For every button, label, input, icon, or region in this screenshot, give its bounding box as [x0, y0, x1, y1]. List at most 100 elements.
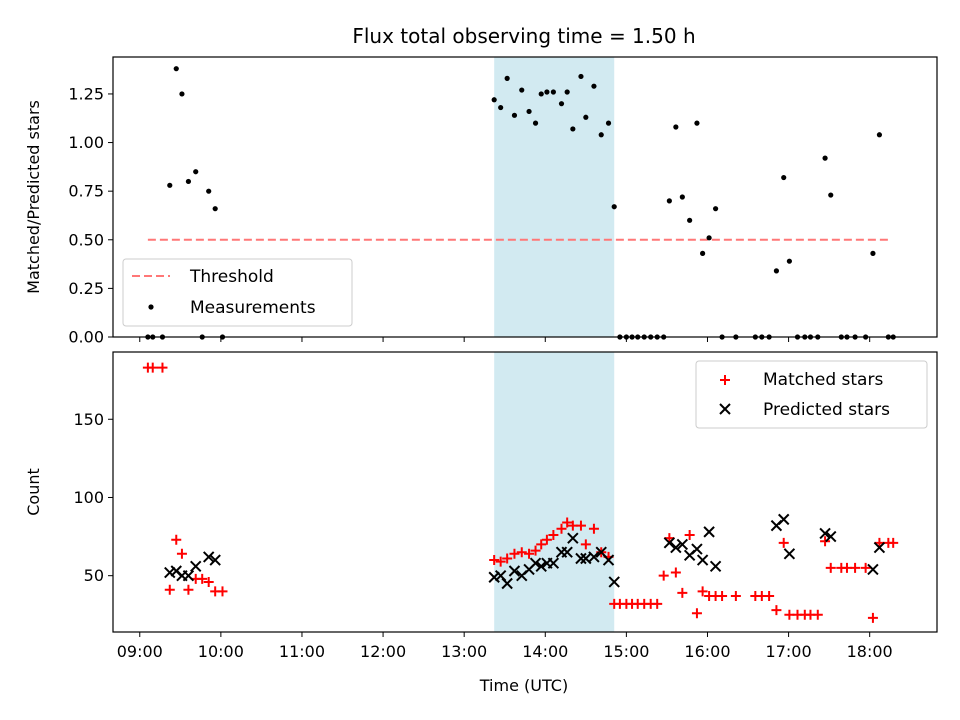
data-point [771, 605, 782, 616]
data-point [652, 598, 663, 609]
data-point [147, 362, 158, 373]
x-tick-label: 09:00 [117, 642, 163, 661]
data-point [611, 204, 617, 210]
plot-area: 0.00 0.25 0.50 0.75 1.00 1.25 Matched/Predicte… [24, 56, 938, 661]
data-point [778, 513, 790, 526]
data-point [575, 520, 586, 531]
data-point [773, 268, 780, 274]
y-axis-label: Matched/Predicted stars [24, 100, 43, 294]
data-point [781, 174, 787, 181]
data-point [828, 192, 834, 198]
data-point [663, 537, 676, 549]
panel-2: 50 100 150 09:00 10:00 11:00 12:00 13:00 14:00 15… [24, 351, 938, 661]
x-tick-label: 17:00 [766, 642, 812, 661]
data-point [860, 562, 871, 573]
series-measurements [145, 66, 896, 340]
data-point [157, 362, 168, 373]
legend: Threshold Measurements [122, 258, 353, 327]
legend-label: Predicted stars [763, 400, 890, 420]
data-point [526, 108, 532, 115]
x-tick-label: 13:00 [441, 642, 487, 661]
y-tick-label: 150 [73, 410, 104, 429]
data-point [676, 538, 689, 551]
data-point [588, 523, 599, 534]
data-point [193, 169, 199, 175]
data-point [183, 584, 194, 595]
data-point [567, 532, 579, 544]
data-point [491, 97, 497, 103]
y-tick-label: 0.25 [68, 279, 104, 298]
data-point [666, 198, 672, 204]
data-point [876, 132, 883, 138]
data-point [544, 89, 550, 95]
data-point [501, 577, 513, 590]
data-point [608, 576, 620, 588]
data-point [684, 530, 695, 541]
data-point [167, 182, 173, 188]
data-point [509, 548, 520, 559]
y-tick-label: 50 [84, 566, 104, 585]
data-point [694, 120, 700, 126]
x-tick-label: 16:00 [684, 642, 730, 661]
panel-1: 0.00 0.25 0.50 0.75 1.00 1.25 Matched/Predicte… [24, 56, 938, 347]
legend-box [695, 360, 928, 429]
data-point [570, 126, 576, 132]
y-axis-label: Count [24, 468, 43, 516]
y-tick-label: 1.25 [68, 84, 104, 103]
legend-label: Matched stars [763, 370, 883, 390]
data-point [532, 120, 539, 126]
data-point [502, 553, 513, 564]
data-point [700, 250, 706, 256]
data-point [670, 541, 682, 554]
data-point [580, 539, 591, 550]
data-point [530, 545, 541, 556]
data-point [712, 206, 719, 212]
data-point [538, 91, 544, 97]
data-point [583, 114, 589, 120]
legend: Matched stars Predicted stars [695, 360, 928, 429]
data-point [562, 517, 573, 528]
y-tick-label: 0.50 [68, 230, 104, 249]
data-point [673, 124, 679, 130]
data-point [524, 548, 535, 559]
data-point [764, 591, 775, 602]
data-point [173, 66, 179, 72]
data-point [605, 120, 612, 126]
data-point [529, 557, 542, 569]
data-point [783, 548, 796, 560]
data-point [197, 573, 208, 584]
data-point [185, 178, 192, 185]
legend-matched-swatch [720, 375, 730, 385]
data-point [730, 591, 741, 602]
data-point [870, 250, 876, 256]
data-point [536, 539, 547, 550]
data-point [516, 547, 527, 558]
data-point [578, 73, 584, 80]
data-point [602, 554, 615, 566]
data-point [703, 526, 715, 538]
data-point [706, 235, 712, 241]
data-point [677, 587, 688, 598]
series-predicted-stars [164, 513, 886, 590]
panel-frame [112, 351, 938, 633]
y-tick-label: 0.75 [68, 182, 104, 201]
data-point [550, 89, 556, 95]
data-point [696, 554, 709, 566]
data-point [519, 87, 525, 93]
data-point [825, 562, 836, 573]
data-point [508, 565, 521, 577]
data-point [171, 534, 182, 545]
data-point [489, 555, 500, 566]
data-point [182, 569, 195, 582]
series-matched-stars [142, 362, 899, 623]
x-tick-label: 15:00 [603, 642, 649, 661]
data-point [819, 527, 831, 540]
data-point [176, 548, 187, 559]
data-point [598, 132, 604, 138]
data-point [535, 560, 547, 573]
y-tick-label: 0.00 [68, 328, 104, 347]
data-point [588, 551, 600, 563]
data-point [812, 609, 823, 620]
data-point [709, 560, 722, 573]
